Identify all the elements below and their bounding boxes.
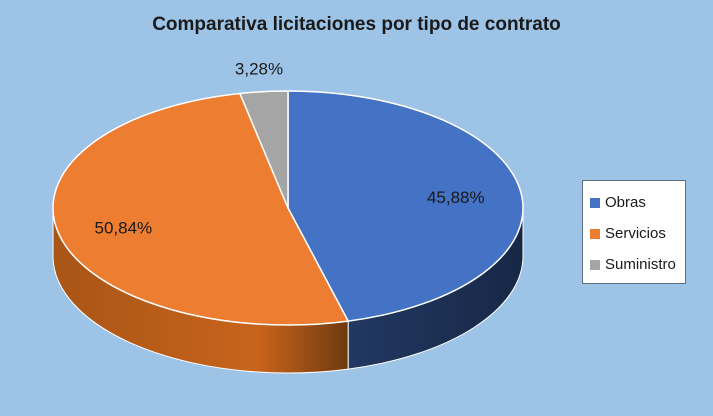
legend-label-suministro: Suministro xyxy=(605,256,676,273)
data-label-obras: 45,88% xyxy=(427,188,485,207)
data-label-suministro: 3,28% xyxy=(235,59,283,78)
legend-label-obras: Obras xyxy=(605,194,646,211)
legend-swatch-servicios xyxy=(590,228,600,239)
chart-title: Comparativa licitaciones por tipo de con… xyxy=(152,14,561,35)
legend-label-servicios: Servicios xyxy=(605,225,666,242)
legend-item-servicios: Servicios xyxy=(590,218,685,249)
legend-item-suministro: Suministro xyxy=(590,249,685,280)
pie-slice-servicios xyxy=(52,92,349,326)
pie-slice-suministro xyxy=(239,90,289,209)
pie-slice-obras xyxy=(287,90,524,322)
legend-item-obras: Obras xyxy=(590,187,685,218)
data-label-servicios: 50,84% xyxy=(95,218,153,237)
legend-swatch-suministro xyxy=(590,259,600,270)
chart-legend: Obras Servicios Suministro xyxy=(582,180,686,284)
legend-swatch-obras xyxy=(590,197,600,208)
